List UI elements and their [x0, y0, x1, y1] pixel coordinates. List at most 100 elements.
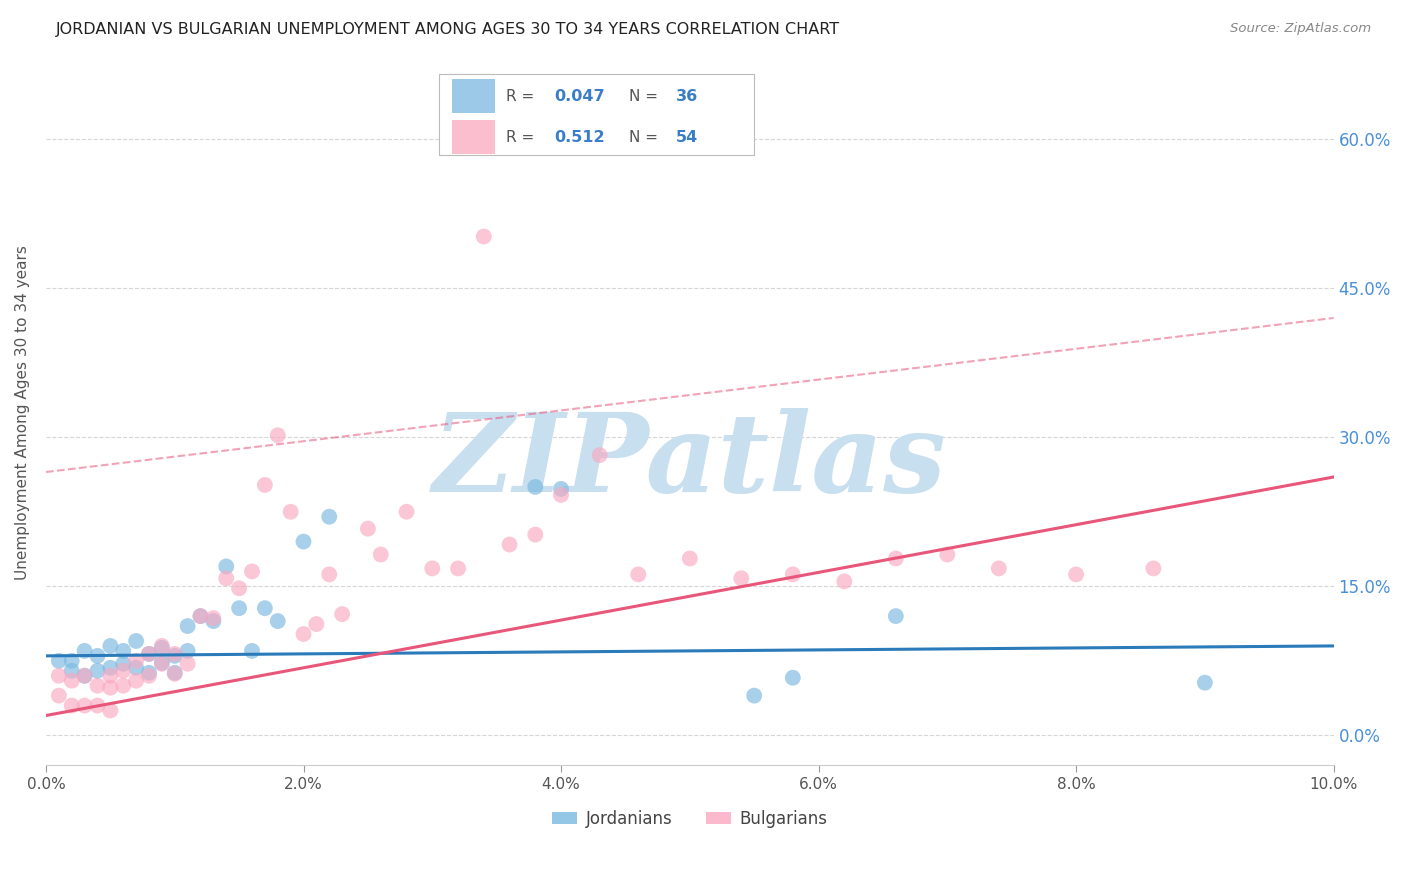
Point: [318, 567, 340, 582]
Point: [202, 611, 225, 625]
Text: 0.512: 0.512: [554, 129, 605, 145]
Point: [138, 665, 160, 680]
Point: [176, 644, 198, 658]
Point: [138, 669, 160, 683]
Point: [125, 661, 148, 675]
Point: [267, 614, 290, 628]
Point: [305, 617, 328, 632]
Point: [190, 609, 212, 624]
Y-axis label: Unemployment Among Ages 30 to 34 years: Unemployment Among Ages 30 to 34 years: [15, 245, 30, 580]
Point: [190, 609, 212, 624]
Point: [98, 669, 121, 683]
Text: R =: R =: [506, 129, 534, 145]
Point: [176, 619, 198, 633]
Point: [73, 698, 96, 713]
Point: [163, 665, 186, 680]
Text: 54: 54: [676, 129, 697, 145]
Point: [150, 640, 173, 655]
FancyBboxPatch shape: [439, 74, 754, 155]
Point: [176, 657, 198, 671]
Point: [884, 551, 907, 566]
Point: [98, 681, 121, 695]
Point: [240, 644, 263, 658]
Point: [98, 639, 121, 653]
Point: [112, 664, 135, 678]
Text: N =: N =: [630, 129, 658, 145]
Text: N =: N =: [630, 89, 658, 104]
Point: [138, 647, 160, 661]
Point: [395, 505, 418, 519]
Point: [987, 561, 1010, 575]
Point: [627, 567, 650, 582]
Point: [730, 571, 752, 585]
Point: [884, 609, 907, 624]
Text: Source: ZipAtlas.com: Source: ZipAtlas.com: [1230, 22, 1371, 36]
Point: [1064, 567, 1087, 582]
Point: [357, 522, 380, 536]
Point: [524, 527, 547, 541]
Point: [60, 698, 83, 713]
Bar: [451, 120, 495, 154]
Text: JORDANIAN VS BULGARIAN UNEMPLOYMENT AMONG AGES 30 TO 34 YEARS CORRELATION CHART: JORDANIAN VS BULGARIAN UNEMPLOYMENT AMON…: [56, 22, 841, 37]
Point: [48, 654, 70, 668]
Point: [163, 666, 186, 681]
Point: [125, 654, 148, 668]
Point: [215, 559, 238, 574]
Point: [292, 534, 315, 549]
Point: [318, 509, 340, 524]
Point: [330, 607, 353, 621]
Point: [60, 664, 83, 678]
Point: [472, 229, 495, 244]
Point: [550, 488, 572, 502]
Point: [742, 689, 765, 703]
Legend: Jordanians, Bulgarians: Jordanians, Bulgarians: [546, 803, 834, 834]
Point: [202, 614, 225, 628]
Point: [679, 551, 702, 566]
Point: [163, 648, 186, 663]
Point: [240, 565, 263, 579]
Point: [524, 480, 547, 494]
Text: 0.047: 0.047: [554, 89, 605, 104]
Point: [150, 657, 173, 671]
Point: [370, 548, 392, 562]
Point: [112, 657, 135, 671]
Point: [138, 647, 160, 661]
Point: [60, 654, 83, 668]
Point: [73, 669, 96, 683]
Point: [215, 571, 238, 585]
Point: [228, 601, 250, 615]
Point: [98, 704, 121, 718]
Text: R =: R =: [506, 89, 534, 104]
Point: [86, 698, 108, 713]
Point: [228, 582, 250, 596]
Point: [112, 644, 135, 658]
Text: 36: 36: [676, 89, 697, 104]
Point: [550, 482, 572, 496]
Point: [86, 664, 108, 678]
Point: [280, 505, 302, 519]
Point: [834, 574, 856, 589]
Point: [86, 679, 108, 693]
Point: [163, 647, 186, 661]
Point: [498, 537, 520, 551]
Point: [48, 689, 70, 703]
Point: [782, 567, 804, 582]
Point: [267, 428, 290, 442]
Point: [1194, 675, 1216, 690]
Point: [936, 548, 959, 562]
Point: [292, 627, 315, 641]
Point: [73, 669, 96, 683]
Point: [420, 561, 443, 575]
Text: ZIPatlas: ZIPatlas: [433, 408, 946, 516]
Point: [782, 671, 804, 685]
Point: [112, 679, 135, 693]
Point: [1142, 561, 1164, 575]
Point: [60, 673, 83, 688]
Point: [447, 561, 470, 575]
Point: [589, 448, 612, 462]
Point: [86, 648, 108, 663]
Point: [98, 661, 121, 675]
Bar: [451, 79, 495, 113]
Point: [253, 478, 276, 492]
Point: [125, 634, 148, 648]
